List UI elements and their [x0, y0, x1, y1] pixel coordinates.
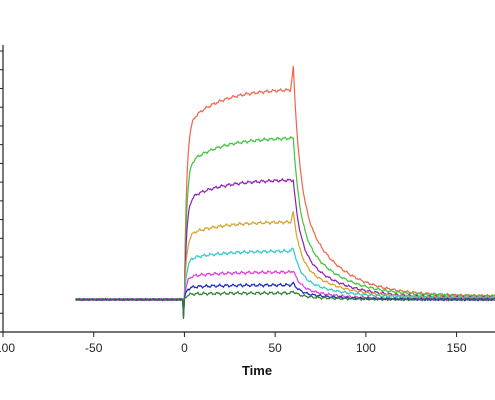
series-line: [75, 177, 495, 311]
x-axis-ticks: -100 -50 0 50 100 150: [0, 332, 467, 355]
series-curves: [75, 65, 495, 320]
x-tick-label: 150: [447, 341, 467, 355]
x-tick-label: 0: [181, 341, 188, 355]
y-axis-ticks: [0, 50, 3, 333]
series-line: [75, 290, 495, 320]
series-line: [75, 65, 495, 308]
series-line: [75, 269, 495, 316]
series-line: [75, 247, 495, 315]
x-tick-label: 50: [268, 341, 282, 355]
x-tick-label: -50: [85, 341, 103, 355]
x-axis-title: Time: [242, 363, 272, 378]
x-tick-label: -100: [0, 341, 15, 355]
x-tick-label: 100: [356, 341, 376, 355]
series-line: [75, 211, 495, 313]
series-line: [75, 136, 495, 310]
